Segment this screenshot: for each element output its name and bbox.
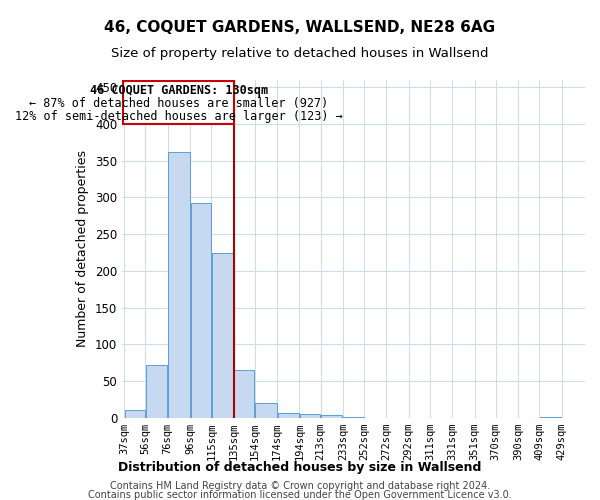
Text: ← 87% of detached houses are smaller (927): ← 87% of detached houses are smaller (92…: [29, 98, 328, 110]
Bar: [212, 253, 233, 418]
Text: 12% of semi-detached houses are larger (123) →: 12% of semi-detached houses are larger (…: [15, 110, 343, 123]
Bar: [343, 417, 364, 418]
Bar: [278, 413, 299, 418]
Bar: [125, 410, 145, 418]
Bar: [255, 403, 277, 417]
Bar: [168, 152, 190, 417]
Bar: [321, 416, 343, 418]
Text: Size of property relative to detached houses in Wallsend: Size of property relative to detached ho…: [111, 48, 489, 60]
Bar: [146, 365, 167, 418]
Text: Contains HM Land Registry data © Crown copyright and database right 2024.: Contains HM Land Registry data © Crown c…: [110, 481, 490, 491]
Text: Contains public sector information licensed under the Open Government Licence v3: Contains public sector information licen…: [88, 490, 512, 500]
Text: 46 COQUET GARDENS: 130sqm: 46 COQUET GARDENS: 130sqm: [89, 84, 268, 98]
Text: Distribution of detached houses by size in Wallsend: Distribution of detached houses by size …: [118, 461, 482, 474]
Bar: [540, 417, 561, 418]
Bar: [234, 370, 254, 418]
Text: 46, COQUET GARDENS, WALLSEND, NE28 6AG: 46, COQUET GARDENS, WALLSEND, NE28 6AG: [104, 20, 496, 35]
Bar: [191, 204, 211, 418]
Bar: [123, 82, 234, 124]
Y-axis label: Number of detached properties: Number of detached properties: [76, 150, 89, 348]
Bar: [300, 414, 320, 418]
